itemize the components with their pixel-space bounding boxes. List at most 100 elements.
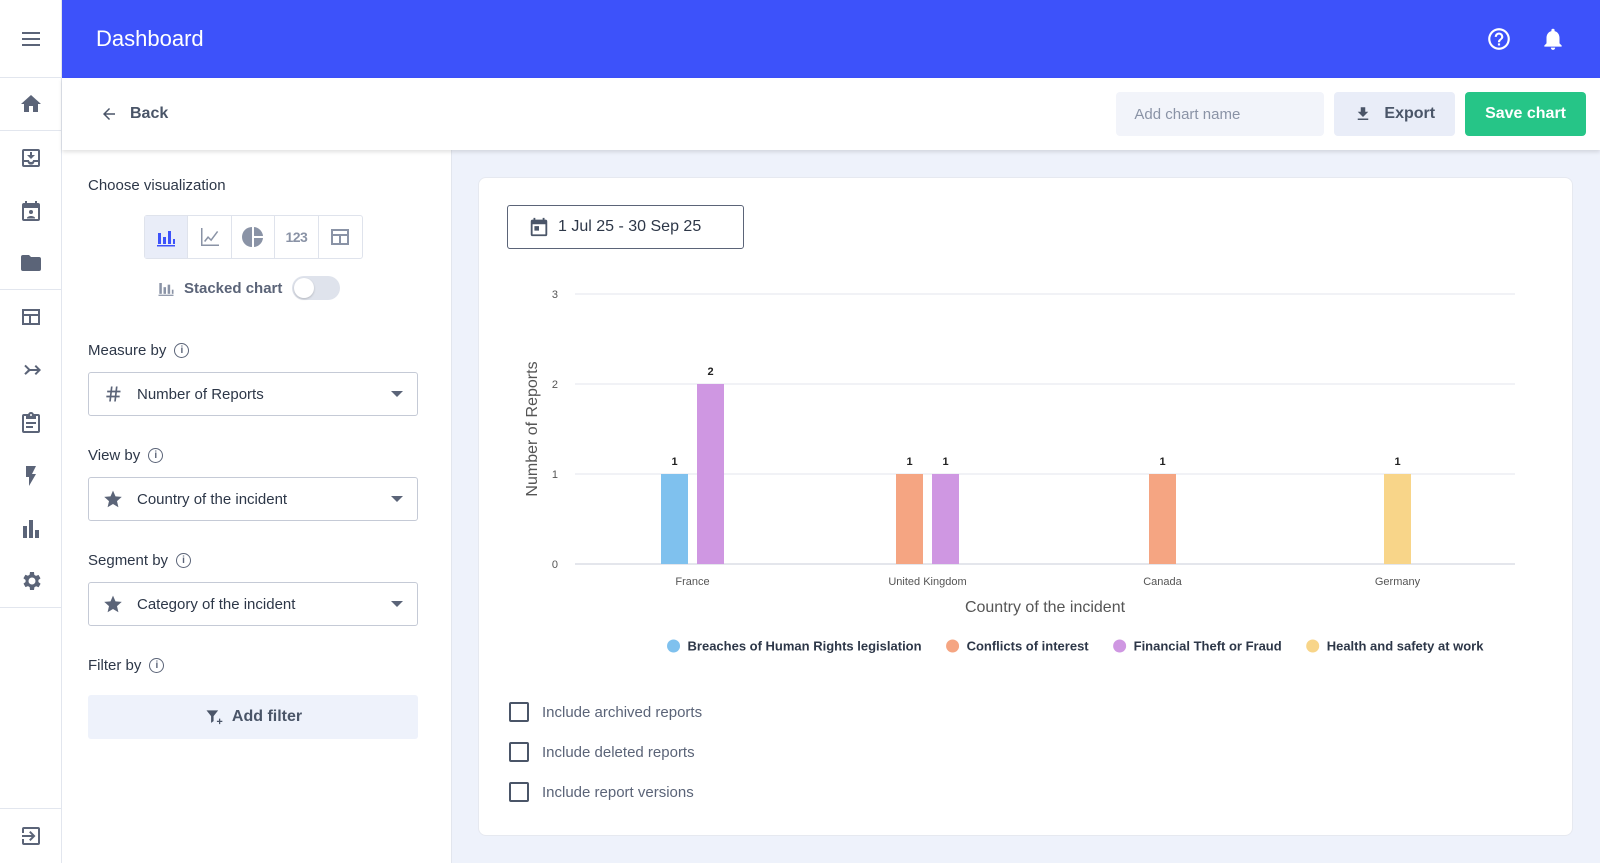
chevron-down-icon <box>391 391 403 397</box>
bar <box>697 384 724 564</box>
legend-swatch <box>1306 639 1320 653</box>
gear-icon <box>22 572 41 590</box>
logout-button[interactable] <box>0 808 61 863</box>
date-range-button[interactable]: 1 Jul 25 - 30 Sep 25 <box>507 205 744 249</box>
bar-value-label: 1 <box>1159 456 1165 468</box>
hamburger-icon <box>21 31 40 46</box>
bar <box>1384 474 1411 564</box>
back-button[interactable]: Back <box>100 105 168 123</box>
y-tick-label: 1 <box>552 469 558 481</box>
sidebar-item-home[interactable] <box>0 78 61 131</box>
sidebar-item-inbox[interactable] <box>0 131 61 184</box>
sidebar-item-merge[interactable] <box>0 343 61 396</box>
back-label: Back <box>130 105 169 122</box>
bar <box>661 474 688 564</box>
chart-settings-panel: Choose visualization 123 Stacked chart M… <box>62 150 452 863</box>
filter-by-text: Filter by <box>88 657 142 674</box>
viz-table-button[interactable] <box>319 216 362 258</box>
sidebar-item-calendar[interactable] <box>0 184 61 237</box>
chart-card: 1 Jul 25 - 30 Sep 25 0 1 2 3 Number of Repor… <box>478 177 1573 836</box>
segment-by-label: Segment by i <box>88 552 425 569</box>
include-archived-row[interactable]: Include archived reports <box>509 692 702 732</box>
stacked-chart-label: Stacked chart <box>184 279 283 297</box>
bar <box>932 474 959 564</box>
segment-by-value: Category of the incident <box>137 595 296 613</box>
x-tick-label: France <box>675 576 709 588</box>
save-chart-button[interactable]: Save chart <box>1465 92 1586 136</box>
stacked-chart-toggle[interactable] <box>292 276 341 300</box>
viz-pie-button[interactable] <box>232 216 276 258</box>
sidebar <box>0 0 62 863</box>
choose-visualization-label: Choose visualization <box>88 177 226 194</box>
segment-by-select[interactable]: Category of the incident <box>88 582 418 626</box>
bar <box>1149 474 1176 564</box>
segment-by-text: Segment by <box>88 552 169 569</box>
date-range-label: 1 Jul 25 - 30 Sep 25 <box>558 218 702 235</box>
viz-line-button[interactable] <box>188 216 232 258</box>
calendar-icon <box>530 217 548 237</box>
hash-icon <box>106 386 121 402</box>
chevron-down-icon <box>391 601 403 607</box>
add-filter-button[interactable]: Add filter <box>88 695 418 739</box>
bar-value-label: 1 <box>942 456 948 468</box>
export-label: Export <box>1384 105 1436 122</box>
viz-number-button[interactable]: 123 <box>275 216 319 258</box>
chevron-down-icon <box>391 496 403 502</box>
table-icon <box>331 229 350 245</box>
merge-arrow-icon <box>23 364 41 375</box>
bar-value-label: 1 <box>671 456 677 468</box>
clipboard-icon <box>21 411 40 433</box>
sidebar-item-clipboard[interactable] <box>0 396 61 449</box>
y-tick-label: 3 <box>552 289 558 301</box>
info-icon: i <box>148 448 164 463</box>
chart-name-input[interactable] <box>1116 92 1325 136</box>
include-archived-label: Include archived reports <box>542 703 703 721</box>
sidebar-item-layout[interactable] <box>0 290 61 343</box>
bell-icon[interactable] <box>1540 26 1566 52</box>
top-bar: Dashboard <box>62 0 1600 78</box>
view-by-select[interactable]: Country of the incident <box>88 477 418 521</box>
legend-label: Conflicts of interest <box>967 639 1090 654</box>
x-tick-label: United Kingdom <box>888 576 966 588</box>
filter-add-icon <box>206 710 223 725</box>
sidebar-item-folder[interactable] <box>0 237 61 290</box>
legend-swatch <box>1113 639 1127 653</box>
legend-label: Breaches of Human Rights legislation <box>688 639 922 654</box>
include-archived-checkbox[interactable] <box>509 702 529 722</box>
stacked-bar-icon <box>158 283 174 296</box>
viz-bar-button[interactable] <box>145 216 189 258</box>
bar <box>896 474 923 564</box>
y-tick-label: 2 <box>552 379 558 391</box>
help-icon[interactable] <box>1486 26 1512 52</box>
line-chart-icon <box>200 228 219 246</box>
x-tick-label: Canada <box>1143 576 1182 588</box>
include-deleted-label: Include deleted reports <box>542 743 695 761</box>
info-icon: i <box>149 658 165 673</box>
include-versions-checkbox[interactable] <box>509 782 529 802</box>
legend-label: Health and safety at work <box>1327 639 1485 654</box>
measure-by-label: Measure by i <box>88 342 425 359</box>
bar-chart-icon <box>157 231 176 247</box>
sidebar-item-automation[interactable] <box>0 449 61 502</box>
export-button[interactable]: Export <box>1334 92 1456 136</box>
view-by-label: View by i <box>88 447 425 464</box>
chart-toolbar: Back Export Save chart <box>62 78 1600 150</box>
legend-swatch <box>946 639 960 653</box>
include-deleted-row[interactable]: Include deleted reports <box>509 732 702 772</box>
download-icon <box>1358 107 1369 120</box>
bar-chart: 0 1 2 3 Number of Reports 1 2 France 1 1 United Ki… <box>524 289 1515 654</box>
include-versions-label: Include report versions <box>542 783 694 801</box>
include-versions-row[interactable]: Include report versions <box>509 772 702 812</box>
bar-value-label: 1 <box>906 456 912 468</box>
measure-by-select[interactable]: Number of Reports <box>88 372 418 416</box>
sidebar-item-settings[interactable] <box>0 555 61 608</box>
sidebar-item-analytics[interactable] <box>0 502 61 555</box>
measure-by-text: Measure by <box>88 342 167 359</box>
logout-icon <box>21 827 40 845</box>
include-deleted-checkbox[interactable] <box>509 742 529 762</box>
layout-icon <box>21 308 40 325</box>
bar-value-label: 1 <box>1394 456 1400 468</box>
menu-button[interactable] <box>0 0 61 78</box>
number-icon: 123 <box>285 229 308 245</box>
lightning-icon <box>25 465 36 486</box>
